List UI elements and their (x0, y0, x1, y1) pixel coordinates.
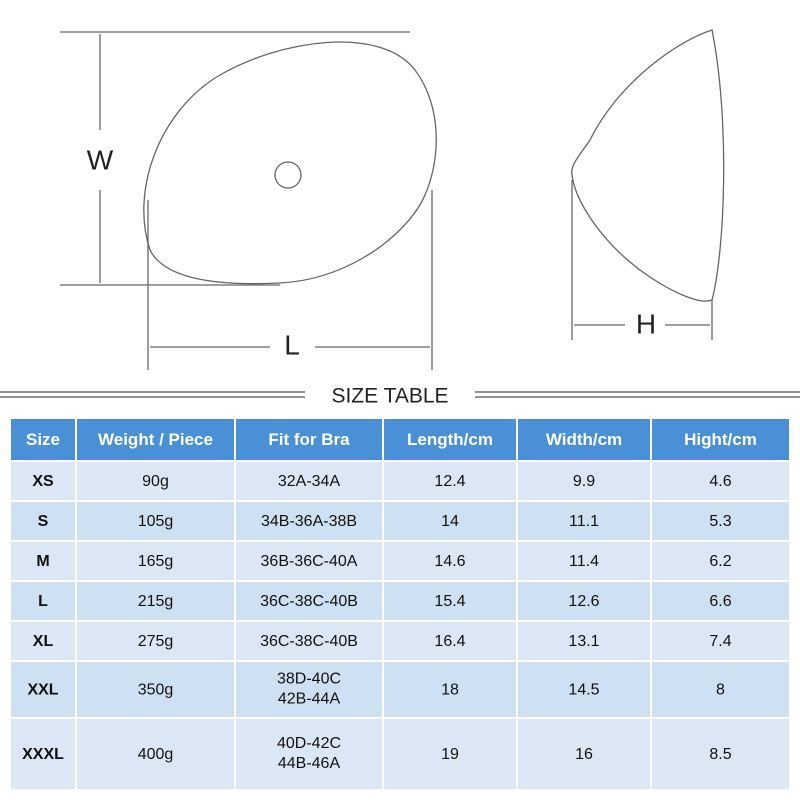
header-text: Size (26, 430, 60, 449)
table-cell (234, 717, 384, 791)
cell-text: L (38, 593, 48, 610)
cell-text: 6.6 (709, 593, 731, 610)
table-cell (382, 500, 518, 542)
cell-text: 275g (138, 633, 174, 650)
cell-text: S (38, 513, 49, 530)
table-title: SIZE TABLE (331, 385, 448, 408)
cell-text: 19 (441, 746, 459, 763)
table-cell (234, 460, 384, 502)
table-cell (234, 660, 384, 719)
cell-text: 36C-38C-40B (260, 633, 358, 650)
table-cell (382, 460, 518, 502)
table-cell (75, 660, 236, 719)
cell-text: 12.4 (434, 473, 465, 490)
table-cell (382, 540, 518, 582)
title-rules (0, 391, 800, 398)
cell-text: 16.4 (434, 633, 465, 650)
cell-text: 8 (716, 682, 725, 699)
cell-text: 44B-46A (278, 755, 341, 772)
cell-text: 16 (575, 746, 593, 763)
front-shape (143, 41, 437, 285)
cell-text: 165g (138, 553, 174, 570)
cell-text: 105g (138, 513, 174, 530)
table-cell (650, 717, 791, 791)
cell-text: 14.6 (434, 553, 465, 570)
cell-text: 11.4 (569, 553, 599, 570)
table-cell (516, 660, 652, 719)
header-text: Length/cm (407, 430, 493, 449)
table-cell (9, 500, 77, 542)
cell-text: 90g (142, 473, 169, 490)
cell-text: 13.1 (568, 633, 599, 650)
header-text: Fit for Bra (268, 430, 350, 449)
cell-text: 8.5 (709, 746, 731, 763)
table-cell (75, 540, 236, 582)
cell-text: 5.3 (709, 513, 731, 530)
cell-text: M (36, 553, 49, 570)
cell-text: 400g (138, 746, 174, 763)
header-cell (516, 417, 652, 462)
cell-text: 36B-36C-40A (261, 553, 358, 570)
table-cell (650, 460, 791, 502)
table-cell (650, 620, 791, 662)
cell-text: 215g (138, 593, 174, 610)
cell-text: 36C-38C-40B (260, 593, 358, 610)
cell-text: 15.4 (434, 593, 465, 610)
cell-text: 38D-40C (277, 671, 341, 688)
cell-text: 14 (441, 513, 459, 530)
height-label: H (636, 308, 656, 339)
cell-text: 34B-36A-38B (261, 513, 357, 530)
table-cell (650, 540, 791, 582)
header-text: Hight/cm (684, 430, 757, 449)
nipple-outline (274, 161, 302, 189)
cell-text: 14.5 (568, 682, 599, 699)
table-cell (9, 460, 77, 502)
side-shape (571, 29, 725, 302)
table-cell (516, 717, 652, 791)
table-cell (650, 500, 791, 542)
cell-text: 32A-34A (278, 473, 341, 490)
width-label: W (87, 144, 114, 175)
cell-text: 6.2 (709, 553, 731, 570)
table-cell (382, 717, 518, 791)
diagram (60, 29, 725, 370)
table-cell (234, 500, 384, 542)
cell-text: 12.6 (568, 593, 599, 610)
table-cell (75, 717, 236, 791)
table-cell (9, 717, 77, 791)
cell-text: 40D-42C (277, 735, 341, 752)
cell-text: 350g (138, 682, 174, 699)
table-cell (516, 460, 652, 502)
table-cell (234, 540, 384, 582)
cell-text: 18 (441, 682, 459, 699)
cell-text: 7.4 (709, 633, 731, 650)
cell-text: 11.1 (569, 513, 599, 530)
table-cell (516, 540, 652, 582)
table-cell (75, 500, 236, 542)
header-cell (650, 417, 791, 462)
cell-text: 9.9 (573, 473, 595, 490)
cell-text: XXL (27, 682, 58, 699)
length-label: L (284, 329, 300, 360)
size-table: Size Weight / Piece Fit for Bra Length/cm Wi… (9, 417, 791, 791)
table-cell (650, 660, 791, 719)
cell-text: 4.6 (709, 473, 731, 490)
header-text: Weight / Piece (98, 430, 213, 449)
cell-text: XXXL (22, 746, 64, 763)
table-cell (234, 580, 384, 622)
cell-text: XL (33, 633, 54, 650)
cell-text: 42B-44A (278, 691, 341, 708)
cell-text: XS (32, 473, 54, 490)
header-text: Width/cm (546, 430, 622, 449)
